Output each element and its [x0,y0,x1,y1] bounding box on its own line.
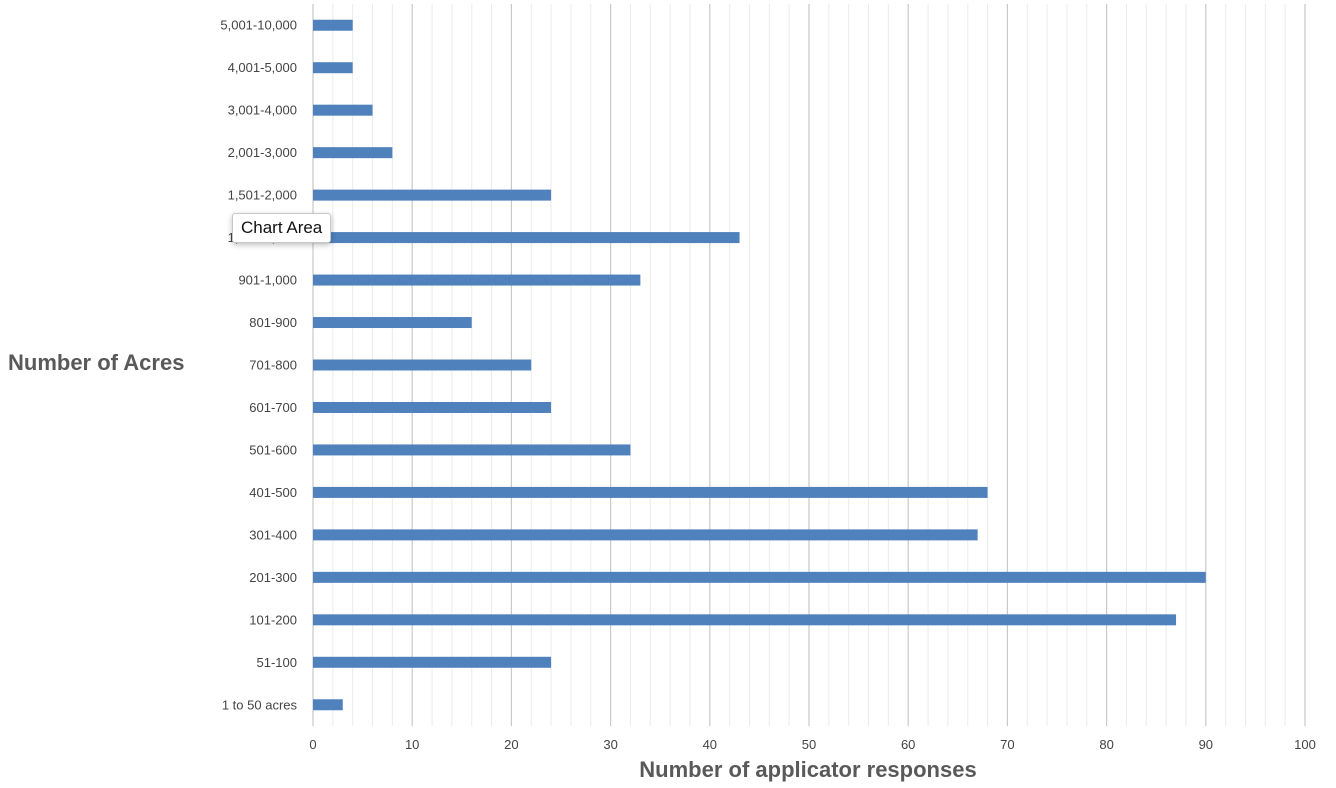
y-tick-label: 2,001-3,000 [228,145,297,160]
bar[interactable] [313,359,532,371]
bar[interactable] [313,189,552,201]
bar[interactable] [313,656,552,668]
bar[interactable] [313,274,641,286]
bar[interactable] [313,444,631,456]
bar[interactable] [313,62,353,74]
y-tick-label: 401-500 [249,485,297,500]
x-tick-label: 30 [603,737,617,752]
y-tick-labels: 1 to 50 acres 51-100 101-200 201-300 301-400… [220,18,297,713]
x-tick-label: 50 [802,737,816,752]
y-tick-label: 101-200 [249,612,297,627]
bar[interactable] [313,104,373,116]
x-tick-label: 70 [1000,737,1014,752]
y-tick-label: 4,001-5,000 [228,60,297,75]
x-tick-label: 10 [405,737,419,752]
x-tick-label: 90 [1199,737,1213,752]
x-tick-label: 20 [504,737,518,752]
bar[interactable] [313,19,353,31]
y-tick-label: 5,001-10,000 [220,18,297,33]
y-tick-label: 601-700 [249,400,297,415]
chart-area-tooltip: Chart Area [232,213,332,243]
minor-gridlines [332,4,1286,726]
y-tick-label: 1,501-2,000 [228,188,297,203]
y-tick-label: 51-100 [257,655,297,670]
y-tick-label: 901-1,000 [238,273,297,288]
x-tick-label: 60 [901,737,915,752]
bar[interactable] [313,232,740,244]
bar[interactable] [313,529,978,541]
x-tick-label: 80 [1099,737,1113,752]
y-tick-label: 201-300 [249,570,297,585]
y-tick-label: 3,001-4,000 [228,103,297,118]
major-gridlines [312,4,1306,726]
y-tick-label: 501-600 [249,442,297,457]
bar[interactable] [313,699,343,711]
y-tick-label: 701-800 [249,358,297,373]
x-tick-labels: 0 10 20 30 40 50 60 70 80 90 100 [309,737,1315,752]
bar[interactable] [313,614,1177,626]
x-tick-label: 40 [703,737,717,752]
y-tick-label: 1 to 50 acres [222,697,298,712]
x-axis-title: Number of applicator responses [639,757,976,782]
bar[interactable] [313,317,472,329]
x-tick-label: 0 [309,737,316,752]
bar[interactable] [313,401,552,413]
x-tick-label: 100 [1294,737,1316,752]
y-axis-title: Number of Acres [8,350,184,375]
y-tick-label: 801-900 [249,315,297,330]
bar[interactable] [313,571,1206,583]
bars [313,19,1206,711]
y-tick-label: 301-400 [249,527,297,542]
bar[interactable] [313,147,393,159]
bar[interactable] [313,486,988,498]
